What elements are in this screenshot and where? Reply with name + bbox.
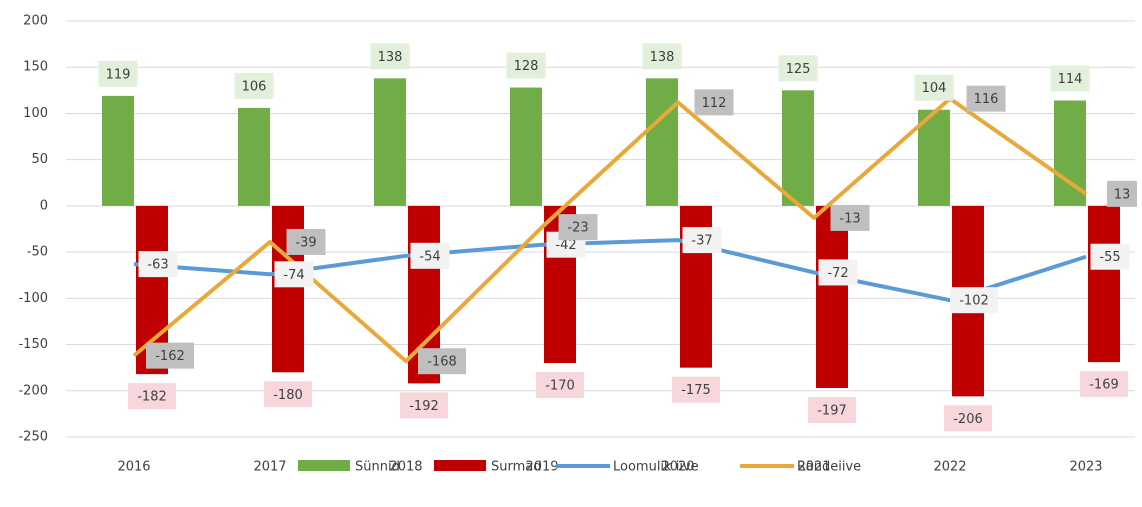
label-bg: [944, 405, 992, 432]
data-label: -180: [273, 388, 303, 403]
legend-swatch: [298, 460, 350, 471]
data-label: -39: [295, 235, 316, 250]
legend-label: Sünnid: [355, 460, 400, 475]
data-label: -197: [817, 404, 847, 419]
label-bg: [128, 383, 176, 410]
data-label: 104: [922, 81, 947, 96]
x-tick-label: 2017: [253, 460, 286, 475]
y-tick-label: -250: [18, 430, 48, 445]
data-label: -42: [555, 238, 576, 253]
legend-label: Loomulik iive: [613, 460, 699, 475]
label-bg: [1107, 180, 1137, 207]
label-bg: [914, 74, 954, 101]
label-bg: [400, 392, 448, 419]
label-bg: [950, 287, 998, 314]
data-label: -23: [567, 221, 588, 236]
label-bg: [818, 259, 858, 286]
legend-swatch: [434, 460, 486, 471]
bar: [646, 78, 678, 206]
y-tick-label: 0: [40, 198, 48, 213]
y-tick-label: -50: [27, 245, 48, 260]
data-label: 112: [702, 96, 727, 111]
data-label: -168: [427, 355, 457, 370]
label-bg: [966, 85, 1006, 112]
data-label: 138: [378, 50, 403, 65]
label-bg: [410, 242, 450, 269]
label-bg: [264, 381, 312, 408]
x-tick-label: 2023: [1069, 460, 1102, 475]
y-tick-label: -150: [18, 337, 48, 352]
label-bg: [234, 72, 274, 99]
bar: [238, 107, 270, 206]
label-bg: [1090, 243, 1130, 270]
bar: [1088, 205, 1120, 363]
x-tick-label: 2018: [389, 460, 422, 475]
data-label: 116: [974, 92, 999, 107]
data-label: 125: [786, 62, 811, 77]
data-label: 128: [514, 59, 539, 74]
y-tick-label: -100: [18, 291, 48, 306]
label-bg: [274, 261, 314, 288]
label-bg: [146, 342, 194, 369]
y-tick-label: -200: [18, 383, 48, 398]
label-bg: [682, 227, 722, 254]
data-label: 114: [1058, 72, 1083, 87]
data-label: -63: [147, 258, 168, 273]
data-label: 13: [1114, 187, 1131, 202]
y-tick-label: 50: [31, 152, 48, 167]
label-bg: [778, 55, 818, 82]
bar: [102, 95, 134, 206]
data-label: -162: [155, 349, 185, 364]
data-label: -72: [827, 266, 848, 281]
data-label: -169: [1089, 378, 1119, 393]
data-label: -170: [545, 379, 575, 394]
data-label: -102: [959, 294, 989, 309]
label-bg: [1050, 65, 1090, 92]
data-label: -13: [839, 211, 860, 226]
x-tick-label: 2022: [933, 460, 966, 475]
data-label: -192: [409, 399, 439, 414]
y-tick-label: 100: [23, 106, 48, 121]
x-tick-label: 2019: [525, 460, 558, 475]
bar: [374, 78, 406, 206]
bar: [782, 90, 814, 206]
data-label: 119: [106, 67, 131, 82]
legend-label: Rändeiive: [797, 460, 861, 475]
x-tick-label: 2021: [797, 460, 830, 475]
label-bg: [98, 60, 138, 87]
bar: [510, 87, 542, 206]
label-bg: [138, 251, 178, 278]
data-label: -37: [691, 234, 712, 249]
label-bg: [694, 89, 734, 116]
label-bg: [642, 43, 682, 70]
label-bg: [370, 43, 410, 70]
label-bg: [672, 376, 720, 403]
data-label: -74: [283, 268, 304, 283]
label-bg: [558, 214, 598, 241]
data-label: -182: [137, 390, 167, 405]
label-bg: [830, 204, 870, 231]
bar: [816, 205, 848, 389]
x-tick-label: 2020: [661, 460, 694, 475]
data-label: -54: [419, 249, 440, 264]
data-label: -175: [681, 383, 711, 398]
data-label: -55: [1099, 250, 1120, 265]
label-bg: [286, 228, 326, 255]
label-bg: [418, 348, 466, 375]
y-tick-label: 200: [23, 14, 48, 29]
bar: [918, 109, 950, 206]
y-tick-label: 150: [23, 60, 48, 75]
data-label: 106: [242, 79, 267, 94]
data-label: 138: [650, 50, 675, 65]
data-label: -206: [953, 412, 983, 427]
legend-label: Surmad: [491, 460, 542, 475]
label-bg: [506, 52, 546, 79]
x-tick-label: 2016: [117, 460, 150, 475]
label-bg: [808, 397, 856, 424]
label-bg: [1080, 371, 1128, 398]
label-bg: [536, 372, 584, 399]
